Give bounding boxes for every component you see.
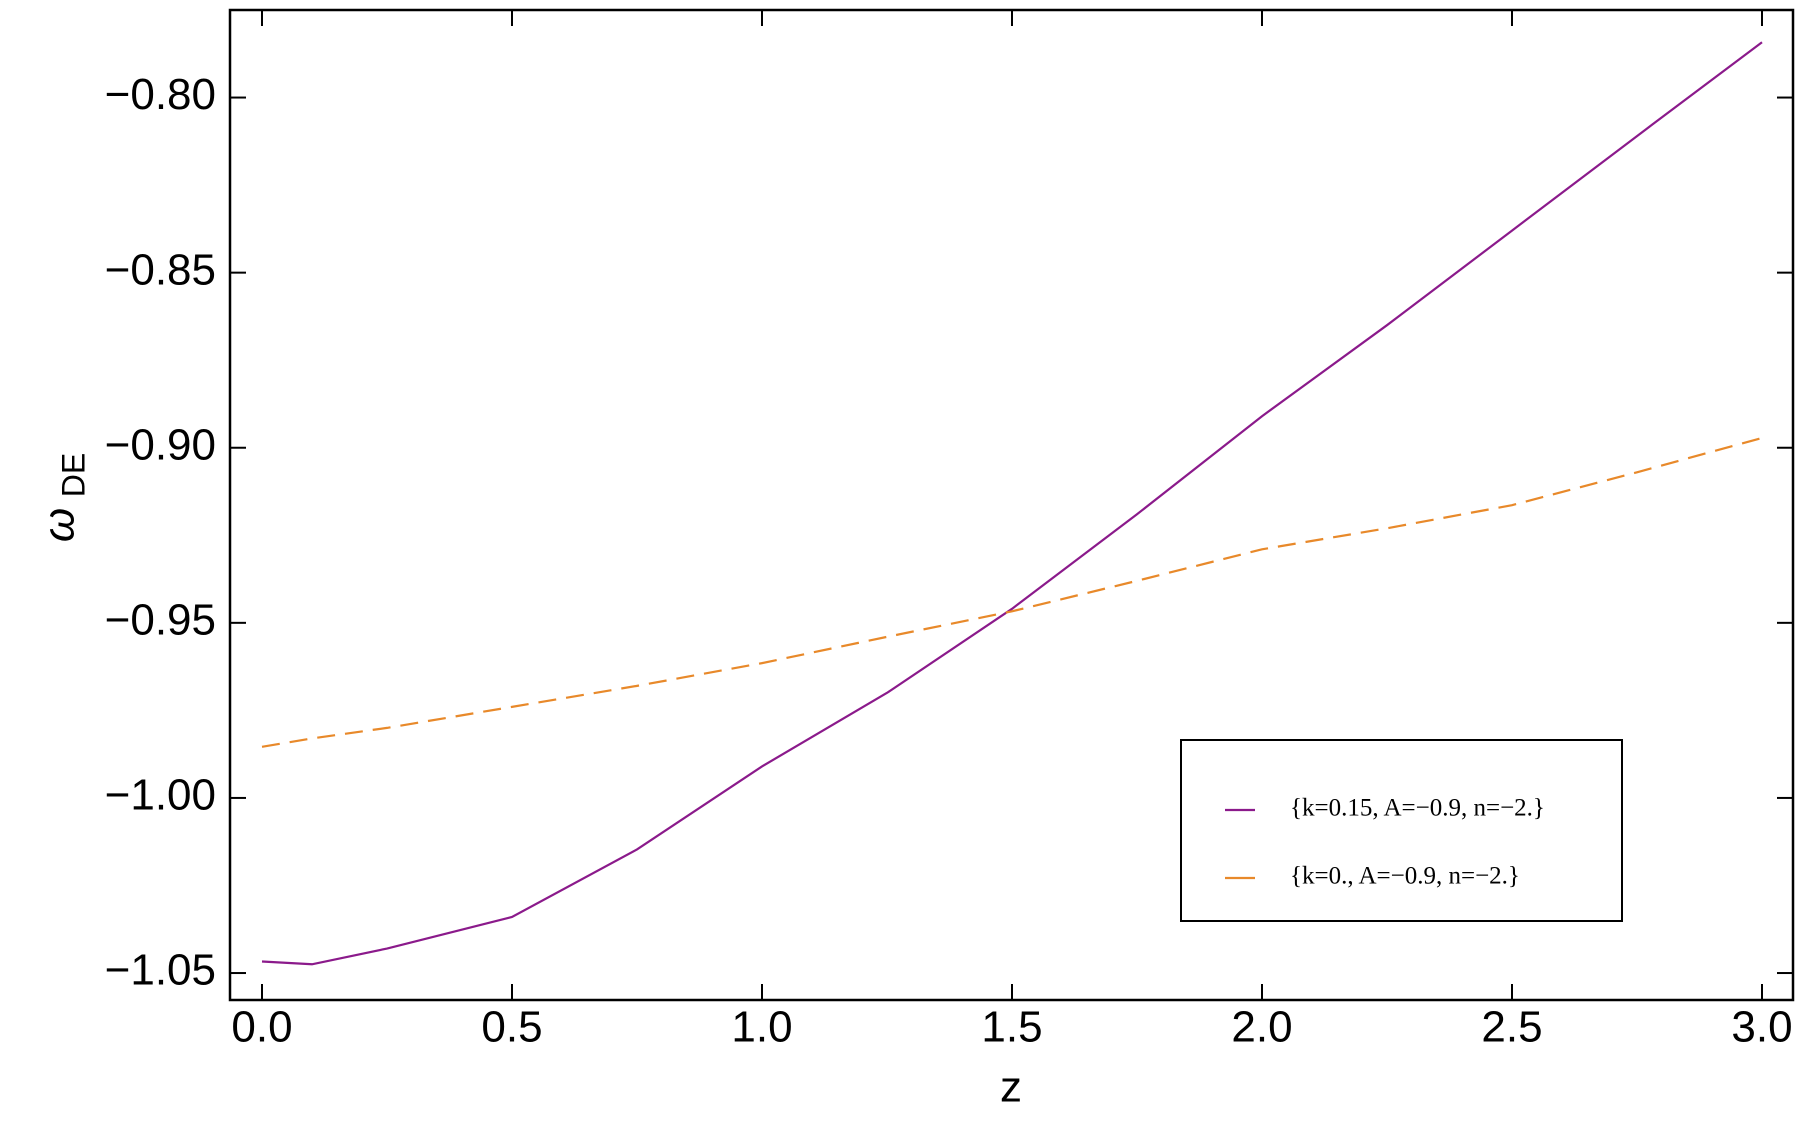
x-axis-label: z — [1000, 1063, 1022, 1112]
legend-label: {k=0.15, A=−0.9, n=−2.} — [1290, 795, 1545, 822]
y-tick-label: −0.85 — [105, 245, 216, 294]
y-tick-label: −0.90 — [105, 420, 216, 469]
x-tick-label: 2.0 — [1231, 1003, 1292, 1052]
legend-label: {k=0., A=−0.9, n=−2.} — [1290, 863, 1520, 890]
x-tick-label: 1.5 — [981, 1003, 1042, 1052]
y-tick-label: −1.05 — [105, 946, 216, 995]
x-tick-label: 0.0 — [231, 1003, 292, 1052]
y-tick-label: −1.00 — [105, 771, 216, 820]
x-tick-label: 2.5 — [1481, 1003, 1542, 1052]
x-tick-label: 1.0 — [731, 1003, 792, 1052]
y-axis-label-sub: DE — [55, 453, 91, 497]
series-line — [261, 436, 1763, 748]
y-axis-label-group: ω DE — [35, 453, 92, 542]
legend-box — [1180, 739, 1623, 922]
x-tick-label: 3.0 — [1731, 1003, 1792, 1052]
y-tick-label: −0.80 — [105, 70, 216, 119]
x-tick-label: 0.5 — [481, 1003, 542, 1052]
y-tick-label: −0.95 — [105, 595, 216, 644]
y-axis-label: ω — [35, 508, 84, 542]
series-line — [261, 41, 1763, 966]
